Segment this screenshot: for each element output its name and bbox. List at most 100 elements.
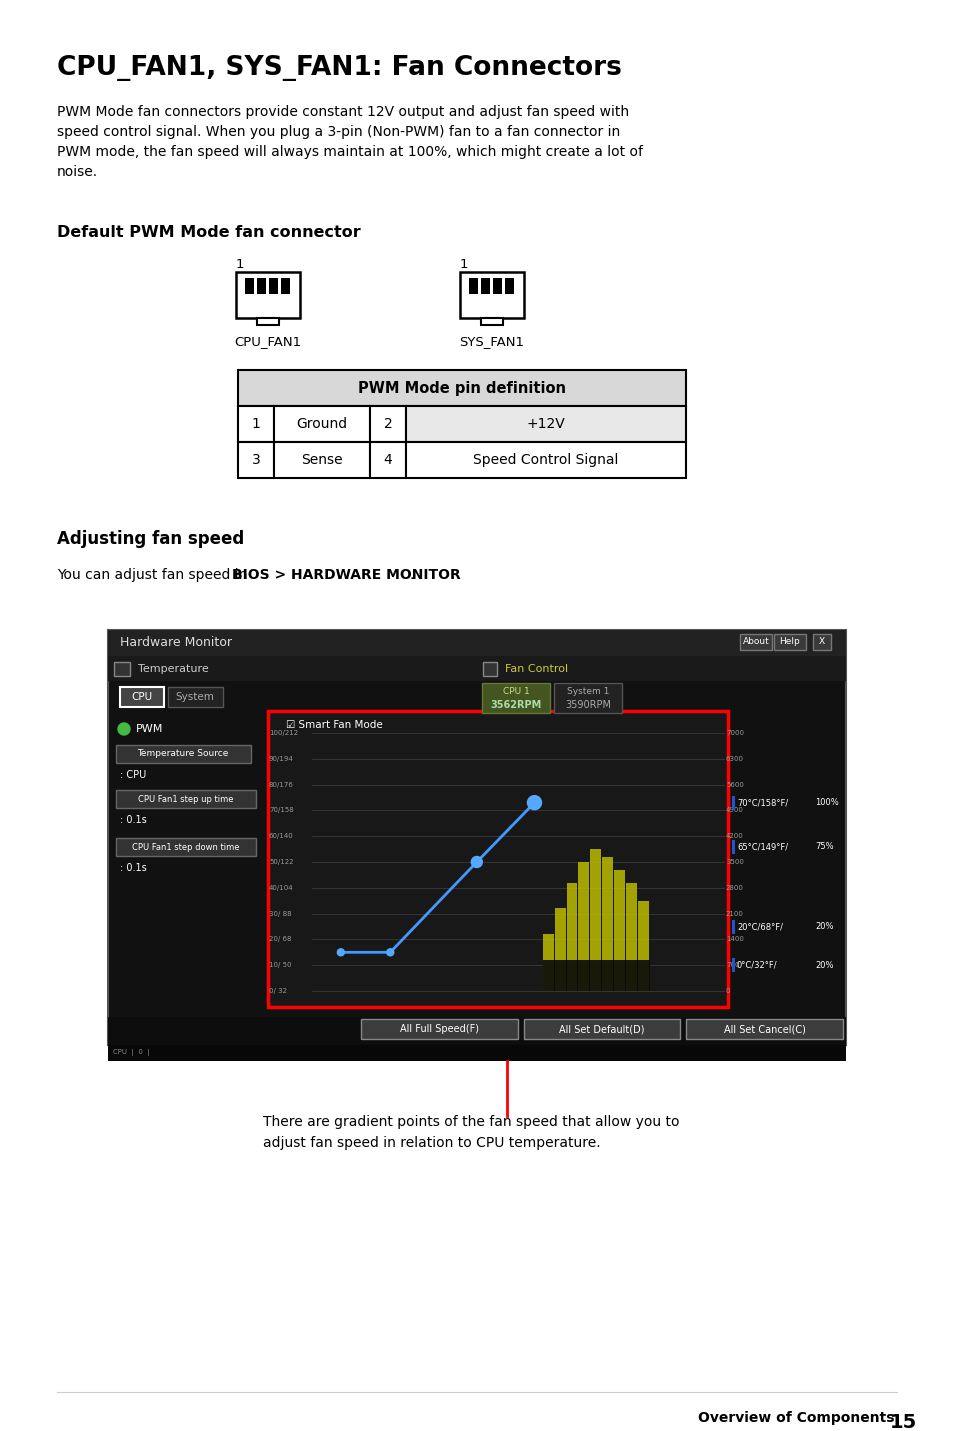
Bar — [731, 959, 734, 972]
Bar — [773, 634, 805, 650]
Text: 20°C/68°F/: 20°C/68°F/ — [737, 922, 782, 932]
Bar — [281, 278, 291, 293]
Bar — [638, 900, 648, 992]
Text: 3562RPM: 3562RPM — [490, 700, 541, 710]
Text: CPU Fan1 step down time: CPU Fan1 step down time — [132, 843, 239, 851]
Text: Sense: Sense — [301, 454, 342, 467]
Bar — [554, 909, 565, 992]
Text: There are gradient points of the fan speed that allow you to
adjust fan speed in: There are gradient points of the fan spe… — [263, 1115, 679, 1149]
Text: : CPU: : CPU — [120, 770, 146, 780]
Text: 1: 1 — [459, 258, 468, 270]
Text: 3590RPM: 3590RPM — [564, 700, 610, 710]
Bar — [406, 406, 685, 442]
Text: : 0.1s: : 0.1s — [120, 816, 147, 826]
Text: CPU: CPU — [132, 693, 152, 703]
Bar — [469, 278, 478, 293]
Text: All Full Speed(F): All Full Speed(F) — [399, 1025, 478, 1035]
Text: Temperature Source: Temperature Source — [137, 750, 229, 758]
Bar — [237, 371, 685, 406]
Text: +12V: +12V — [526, 416, 565, 431]
Bar — [108, 630, 845, 655]
Bar — [740, 634, 771, 650]
Text: Adjusting fan speed: Adjusting fan speed — [57, 529, 244, 548]
Text: 70/158: 70/158 — [269, 807, 294, 813]
Circle shape — [527, 796, 541, 810]
Text: Fan Control: Fan Control — [504, 664, 568, 674]
Text: 75%: 75% — [814, 841, 833, 851]
Bar — [108, 630, 845, 1045]
Bar — [274, 442, 370, 478]
Text: 15: 15 — [889, 1412, 916, 1431]
Text: 700: 700 — [725, 962, 739, 969]
Bar — [256, 318, 278, 325]
Bar — [590, 849, 600, 992]
Text: 2800: 2800 — [725, 884, 743, 892]
Text: CPU Fan1 step up time: CPU Fan1 step up time — [138, 794, 233, 803]
Bar — [505, 278, 514, 293]
Text: 70°C/158°F/: 70°C/158°F/ — [737, 798, 787, 807]
Bar — [268, 711, 727, 1007]
Text: System: System — [175, 693, 214, 703]
Bar — [370, 406, 406, 442]
Bar — [406, 442, 685, 478]
Bar — [578, 861, 589, 992]
Text: CPU 1: CPU 1 — [502, 687, 529, 695]
Text: 2: 2 — [383, 416, 392, 431]
Text: SYS_FAN1: SYS_FAN1 — [459, 335, 524, 348]
Bar — [476, 655, 845, 681]
Text: 2100: 2100 — [725, 910, 743, 917]
Text: 7000: 7000 — [725, 730, 743, 736]
Text: Help: Help — [779, 637, 800, 647]
Bar — [614, 870, 624, 992]
Text: 1: 1 — [235, 258, 244, 270]
Bar — [601, 857, 613, 992]
Bar — [116, 790, 255, 809]
Text: : 0.1s: : 0.1s — [120, 863, 147, 873]
Bar — [116, 746, 251, 763]
Text: 0°C/32°F/: 0°C/32°F/ — [737, 960, 777, 970]
Bar — [523, 1019, 679, 1039]
Bar — [566, 883, 577, 992]
Text: 0/ 32: 0/ 32 — [269, 987, 287, 995]
Text: 100/212: 100/212 — [269, 730, 297, 736]
Bar — [237, 406, 274, 442]
Text: BIOS > HARDWARE MONITOR: BIOS > HARDWARE MONITOR — [232, 568, 460, 582]
Bar — [812, 634, 830, 650]
Text: 20%: 20% — [814, 922, 833, 932]
Text: CPU_FAN1: CPU_FAN1 — [234, 335, 301, 348]
Bar — [459, 272, 523, 318]
Text: 4200: 4200 — [725, 833, 743, 839]
Text: 60/140: 60/140 — [269, 833, 294, 839]
Bar — [731, 840, 734, 853]
Bar — [554, 683, 621, 713]
Text: Ground: Ground — [296, 416, 347, 431]
Text: 4900: 4900 — [725, 807, 743, 813]
Bar — [493, 278, 502, 293]
Text: 80/176: 80/176 — [269, 781, 294, 787]
Circle shape — [337, 949, 344, 956]
Circle shape — [386, 949, 394, 956]
Bar — [731, 920, 734, 933]
Text: 65°C/149°F/: 65°C/149°F/ — [737, 841, 787, 851]
Text: 1400: 1400 — [725, 936, 743, 943]
Text: 3500: 3500 — [725, 859, 743, 864]
Bar — [108, 655, 477, 681]
Bar — [108, 1045, 845, 1060]
Text: Temperature: Temperature — [138, 664, 209, 674]
Text: X: X — [818, 637, 824, 647]
Text: 100%: 100% — [814, 798, 838, 807]
Text: 6300: 6300 — [725, 756, 743, 761]
Text: 10/ 50: 10/ 50 — [269, 962, 292, 969]
Text: System 1: System 1 — [566, 687, 609, 695]
Text: Default PWM Mode fan connector: Default PWM Mode fan connector — [57, 225, 360, 240]
Text: PWM: PWM — [136, 724, 163, 734]
Text: ☑ Smart Fan Mode: ☑ Smart Fan Mode — [286, 720, 382, 730]
Text: PWM Mode pin definition: PWM Mode pin definition — [357, 381, 565, 395]
Text: All Set Cancel(C): All Set Cancel(C) — [723, 1025, 804, 1035]
Bar — [685, 1019, 842, 1039]
Bar — [731, 796, 734, 810]
Text: 5600: 5600 — [725, 781, 743, 787]
Bar — [481, 278, 490, 293]
Bar — [542, 960, 649, 992]
Bar — [237, 442, 274, 478]
